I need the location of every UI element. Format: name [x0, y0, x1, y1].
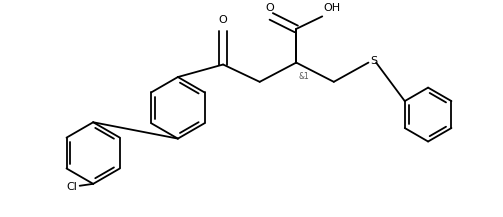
Text: O: O	[265, 3, 274, 13]
Text: OH: OH	[323, 3, 341, 13]
Text: &1: &1	[298, 72, 309, 81]
Text: O: O	[219, 15, 227, 25]
Text: Cl: Cl	[66, 182, 77, 192]
Text: S: S	[370, 56, 377, 66]
